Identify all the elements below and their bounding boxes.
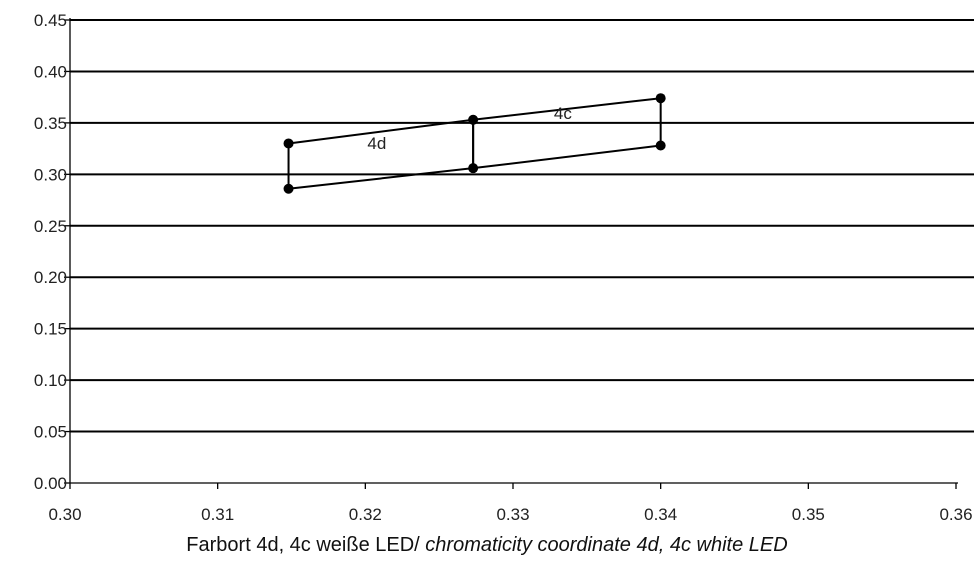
y-tick-label-0.20: 0.20: [34, 268, 67, 287]
y-tick-label-0.25: 0.25: [34, 217, 67, 236]
region-label-4c: 4c: [554, 104, 572, 123]
vertex-point-0.34-0.328: [655, 140, 666, 151]
vertex-point-0.3273-0.353: [468, 114, 479, 125]
gridlines: [70, 19, 974, 433]
vertex-point-0.3273-0.306: [468, 163, 479, 174]
chromaticity-regions: 4d 4c: [283, 93, 666, 194]
y-tick-label-0.35: 0.35: [34, 114, 67, 133]
caption-text: Farbort 4d, 4c weiße LED/: [186, 534, 426, 556]
vertex-point-0.3148-0.33: [283, 138, 294, 149]
y-tick-label-0.00: 0.00: [34, 474, 67, 493]
x-tick-label-0.30: 0.30: [48, 505, 81, 524]
x-tick-label-0.34: 0.34: [644, 505, 677, 524]
x-tick-label-0.36: 0.36: [939, 505, 972, 524]
x-axis-ticks: 0.30 0.31 0.32 0.33 0.34 0.35 0.36: [48, 483, 973, 524]
axes: [69, 18, 958, 484]
chart-caption: Farbort 4d, 4c weiße LED/ chromaticity c…: [0, 534, 974, 557]
vertex-point-0.34-0.374: [655, 93, 666, 104]
y-axis-ticks: 0.00 0.05 0.10 0.15 0.20 0.25 0.30 0.35 0.40 0.45: [34, 11, 70, 493]
y-tick-label-0.05: 0.05: [34, 423, 67, 442]
y-tick-label-0.15: 0.15: [34, 320, 67, 339]
y-tick-label-0.30: 0.30: [34, 165, 67, 184]
y-tick-label-0.10: 0.10: [34, 371, 67, 390]
region-4d-outline: [287, 118, 475, 190]
y-tick-label-0.40: 0.40: [34, 62, 67, 81]
x-tick-label-0.31: 0.31: [201, 505, 234, 524]
vertex-point-0.3148-0.286: [283, 183, 294, 194]
chromaticity-chart: 0.30 0.31 0.32 0.33 0.34 0.35 0.36 0.00 0.05 0.1…: [34, 11, 974, 524]
x-tick-label-0.35: 0.35: [792, 505, 825, 524]
caption-italic-text: chromaticity coordinate 4d, 4c white LED: [425, 534, 788, 556]
y-tick-label-0.45: 0.45: [34, 11, 67, 30]
x-tick-label-0.33: 0.33: [496, 505, 529, 524]
region-label-4d: 4d: [367, 134, 386, 153]
x-tick-label-0.32: 0.32: [349, 505, 382, 524]
